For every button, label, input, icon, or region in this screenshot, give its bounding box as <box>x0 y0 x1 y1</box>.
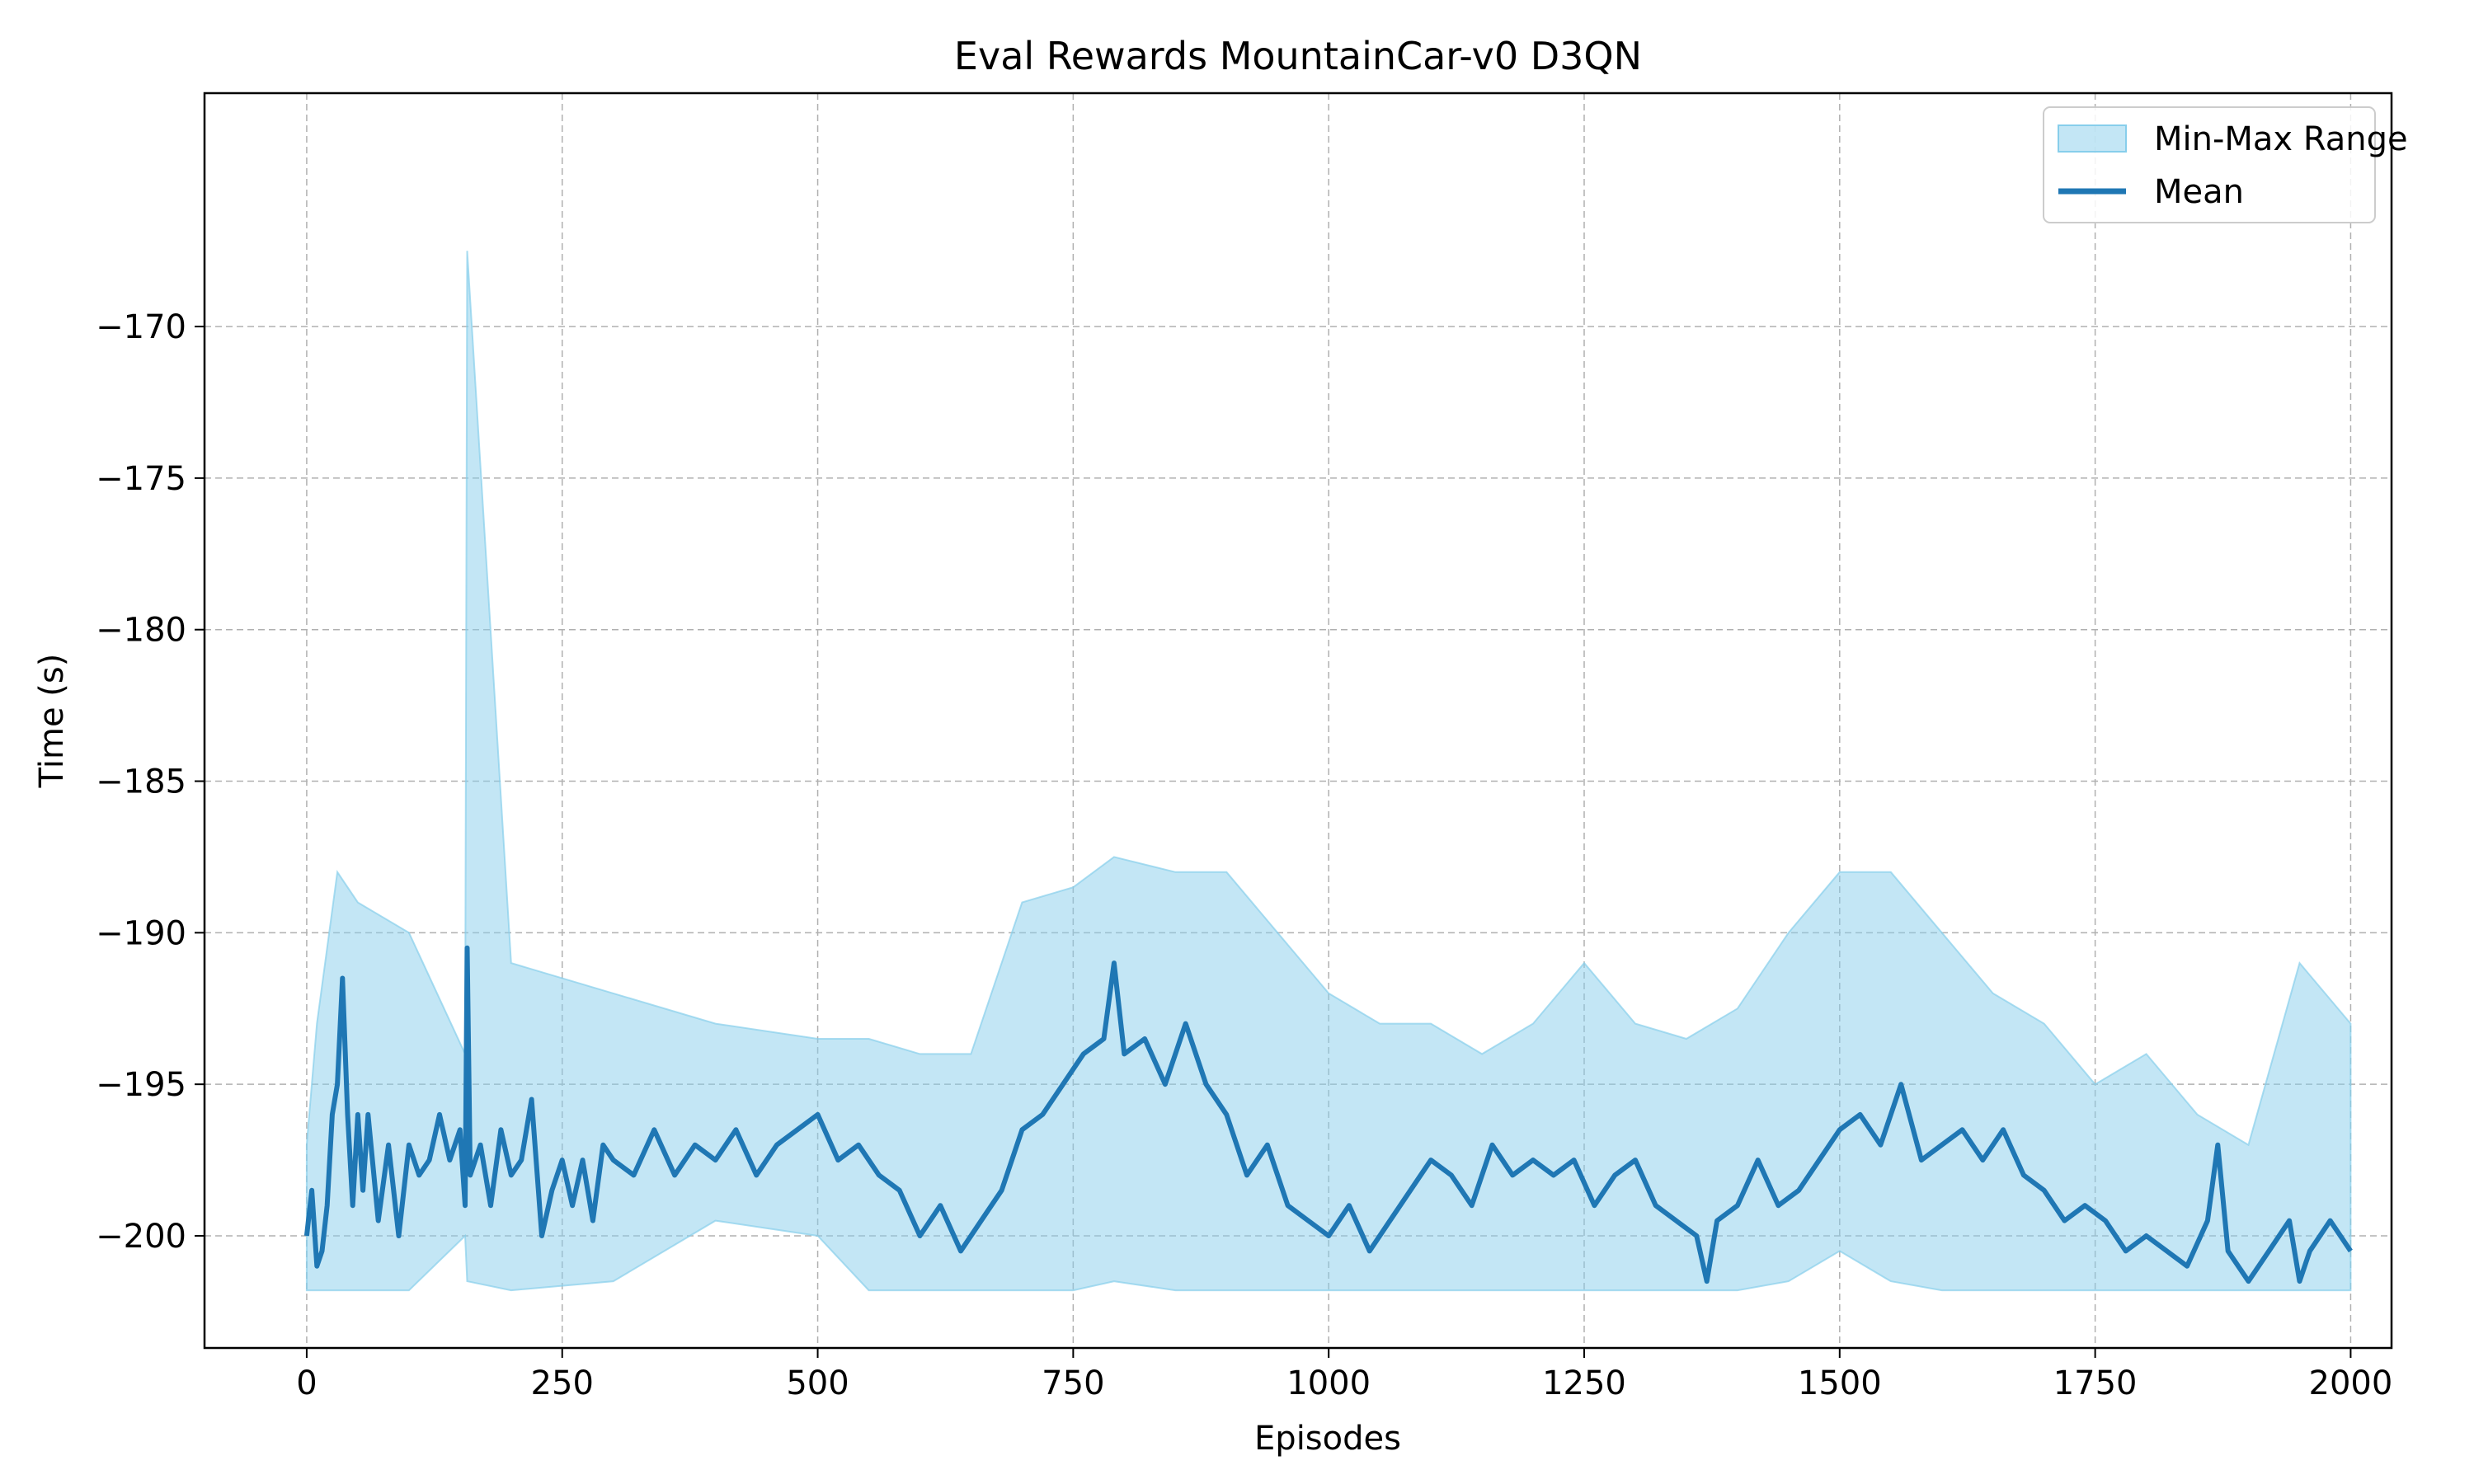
legend-label-mean: Mean <box>2154 173 2244 211</box>
legend-label-min-max: Min-Max Range <box>2154 120 2408 158</box>
y-tick-label: −200 <box>96 1218 186 1256</box>
min-max-band <box>305 251 2352 1292</box>
chart-title: Eval Rewards MountainCar-v0 D3QN <box>954 34 1642 78</box>
plot-frame <box>203 92 2393 1350</box>
x-tick-label: 1500 <box>1798 1364 1882 1402</box>
x-tick-label: 1000 <box>1286 1364 1371 1402</box>
legend: Min-Max Range Mean <box>2043 106 2408 223</box>
y-axis-ticks: −200 −195 −190 −185 −180 −175 −170 <box>96 308 205 1256</box>
x-tick-label: 0 <box>296 1364 317 1402</box>
y-tick-label: −175 <box>96 460 186 498</box>
min-max-range-area <box>305 251 2352 1292</box>
y-tick-label: −180 <box>96 612 186 650</box>
x-tick-label: 2000 <box>2309 1364 2393 1402</box>
x-tick-label: 750 <box>1042 1364 1104 1402</box>
x-tick-label: 500 <box>786 1364 849 1402</box>
mean-line <box>303 945 2353 1284</box>
mean-line-layer <box>303 945 2353 1284</box>
x-axis-ticks: 0 250 500 750 1000 1250 1500 1750 2000 <box>296 1348 2392 1402</box>
x-tick-label: 1750 <box>2053 1364 2138 1402</box>
legend-swatch-min-max <box>2058 124 2127 153</box>
x-tick-label: 250 <box>531 1364 594 1402</box>
y-tick-label: −195 <box>96 1066 186 1104</box>
x-tick-label: 1250 <box>1542 1364 1626 1402</box>
x-axis-label: Episodes <box>1254 1420 1401 1458</box>
y-axis-label: Time (s) <box>33 654 71 789</box>
y-tick-label: −170 <box>96 308 186 346</box>
y-tick-label: −185 <box>96 763 186 801</box>
y-tick-label: −190 <box>96 914 186 952</box>
